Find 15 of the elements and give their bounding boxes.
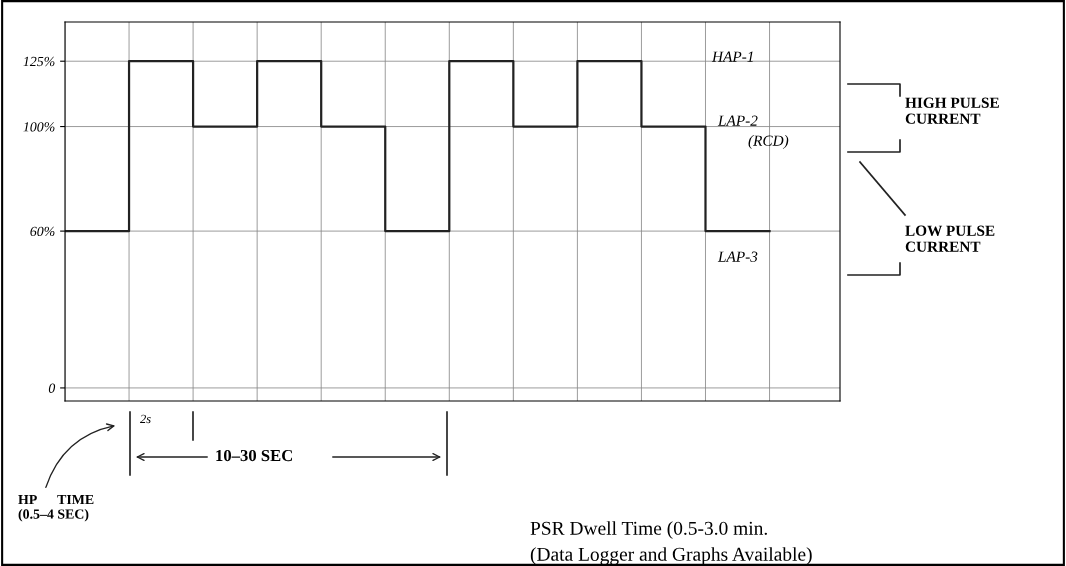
y-tick-label: 100% xyxy=(23,122,55,132)
text: (Data Logger and Graphs Available) xyxy=(530,547,812,565)
y-tick-label: 60% xyxy=(30,226,55,237)
text: 2s xyxy=(140,414,151,424)
text: HIGH PULSE CURRENT xyxy=(905,97,999,124)
annotation: LAP-2 xyxy=(717,115,758,126)
text: LOW PULSE CURRENT xyxy=(905,225,995,252)
annotation: (RCD) xyxy=(748,135,789,149)
annotation: HAP-1 xyxy=(711,51,753,62)
text: PSR Dwell Time (0.5-3.0 min. xyxy=(530,521,767,539)
text: HP TIME (0.5–4 SEC) xyxy=(18,494,94,522)
y-tick-label: 125% xyxy=(23,56,55,67)
annotation: LAP-3 xyxy=(717,251,758,262)
y-tick-label: 0 xyxy=(48,383,56,393)
text: 10–30 SEC xyxy=(216,449,292,462)
